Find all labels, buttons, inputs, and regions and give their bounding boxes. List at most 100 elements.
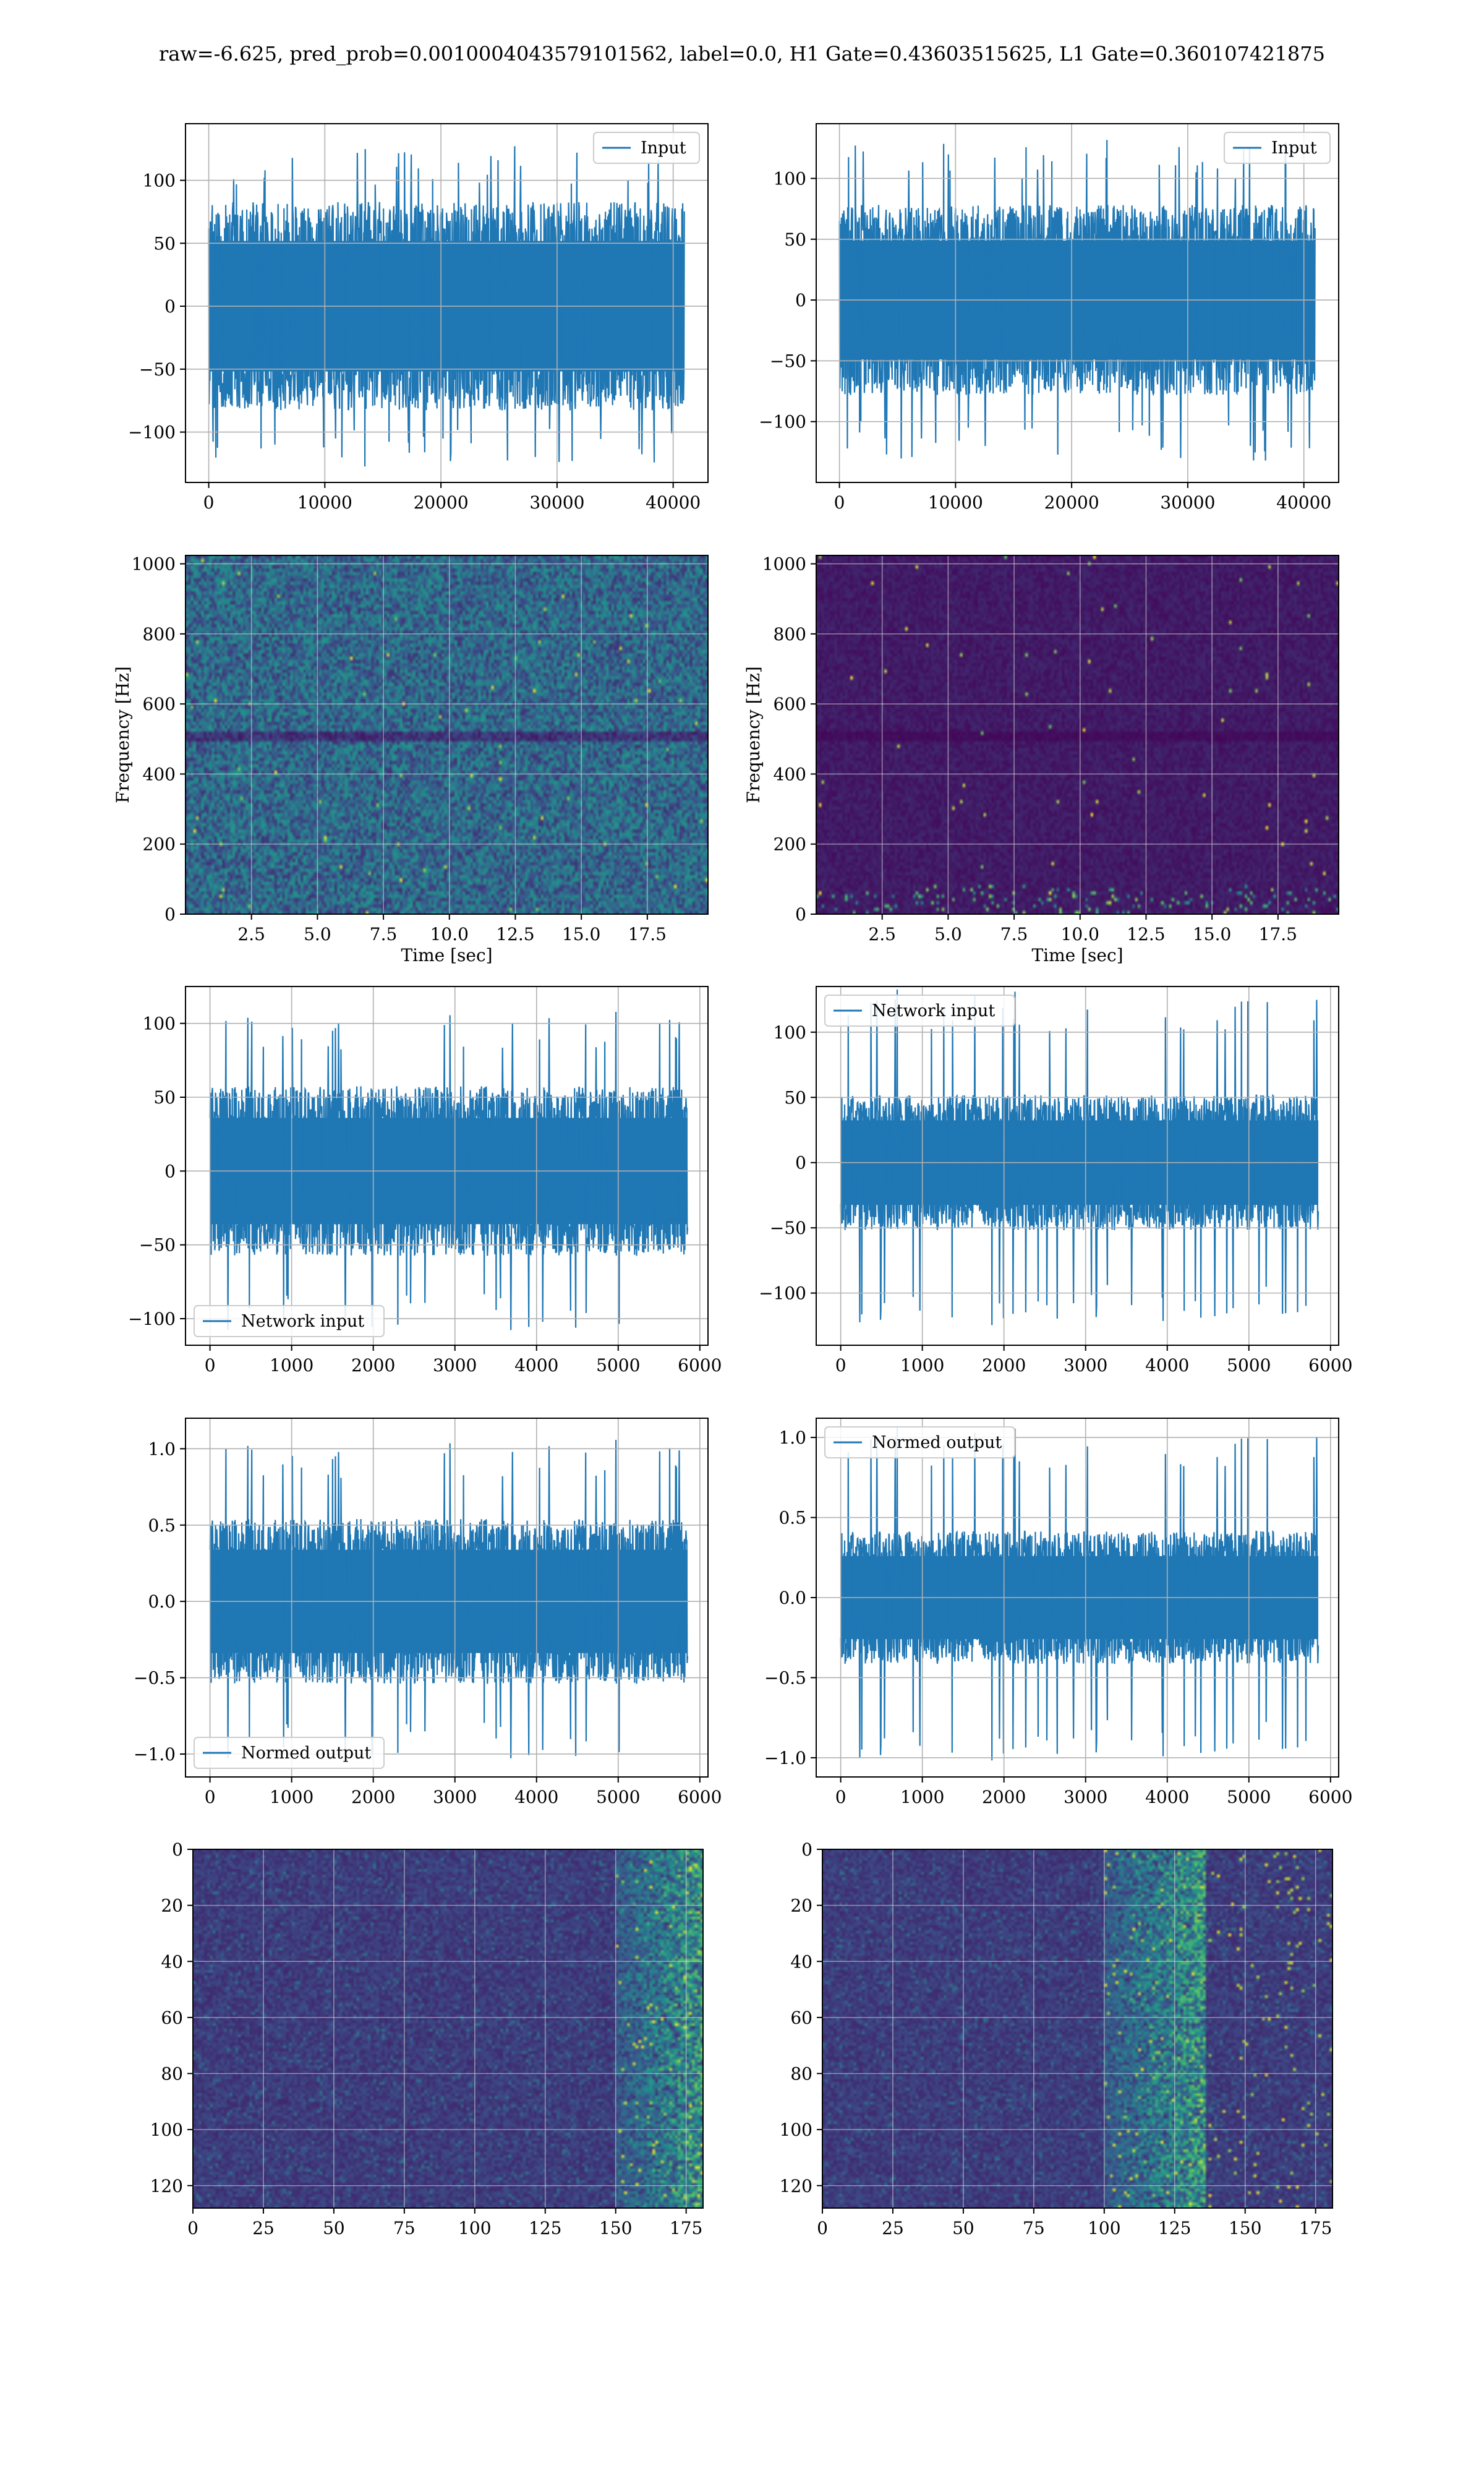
l1-spectrogram-xtick-label: 7.5 — [1000, 924, 1028, 944]
l1-input-ytick-label: −100 — [759, 412, 806, 432]
l1-normed-output-xtick-label: 6000 — [1308, 1787, 1352, 1807]
h1-feature-map-chart: 0 25 50 75 100 125 150 175 0 20 40 60 80 100 120 — [150, 1839, 704, 2238]
h1-normed-output-xtick-label: 0 — [205, 1787, 216, 1807]
l1-feature-map-ytick-label: 0 — [801, 1839, 812, 1860]
h1-network-input-ytick-label: 50 — [153, 1087, 176, 1108]
h1-normed-output-legend-label: Normed output — [241, 1744, 371, 1763]
l1-spectrogram-ylabel: Frequency [Hz] — [743, 666, 764, 803]
l1-spectrogram-xtick-label: 10.0 — [1061, 924, 1099, 944]
l1-network-input-series-line — [840, 989, 1320, 1325]
h1-feature-map-ytick-label: 40 — [161, 1951, 183, 1972]
l1-normed-output-legend-label: Normed output — [872, 1433, 1002, 1452]
h1-network-input-frame — [185, 986, 709, 1346]
h1-input-grid — [186, 124, 708, 482]
h1-feature-map-xtick-label: 0 — [187, 2218, 198, 2238]
h1-normed-output-chart: 0 1000 2000 3000 4000 5000 6000 −1.0 −0.5 0.0 0.5 1… — [134, 1418, 722, 1807]
h1-network-input-xtick-label: 6000 — [678, 1355, 722, 1376]
h1-network-input-legend: Network input — [194, 1305, 385, 1337]
l1-spectrogram-ytick-label: 600 — [774, 694, 806, 714]
l1-network-input-chart: 0 1000 2000 3000 4000 5000 6000 −100 −50 0 50 100 Ne… — [759, 986, 1352, 1376]
h1-spectrogram-chart: 2.5 5.0 7.5 10.0 12.5 15.0 17.5 0 200 400 600 800 10… — [113, 554, 709, 965]
l1-input-grid — [816, 124, 1339, 482]
h1-spectrogram-xtick-label: 5.0 — [304, 924, 331, 944]
l1-feature-map-xtick-label: 150 — [1229, 2218, 1261, 2238]
h1-input-ytick-label: 0 — [164, 296, 176, 317]
l1-spectrogram-xtick-label: 12.5 — [1127, 924, 1165, 944]
l1-input-frame — [816, 123, 1339, 483]
l1-feature-map-grid — [822, 1849, 1333, 2208]
l1-normed-output-ytick-label: −0.5 — [764, 1667, 806, 1688]
h1-normed-output-xtick-label: 6000 — [678, 1787, 722, 1807]
h1-input-xtick-label: 30000 — [529, 492, 584, 513]
h1-network-input-xtick-label: 3000 — [433, 1355, 477, 1376]
l1-normed-output-chart: 0 1000 2000 3000 4000 5000 6000 −1.0 −0.5 0.0 0.5 1… — [764, 1418, 1352, 1807]
h1-network-input-xtick-label: 2000 — [351, 1355, 395, 1376]
l1-normed-output-xtick-label: 2000 — [982, 1787, 1026, 1807]
l1-spectrogram-frame — [816, 555, 1339, 915]
h1-normed-output-frame — [185, 1418, 709, 1778]
h1-feature-map-xtick-label: 125 — [529, 2218, 561, 2238]
l1-normed-output-ytick-label: 0.5 — [778, 1508, 806, 1528]
l1-network-input-ytick-label: 0 — [795, 1153, 806, 1173]
l1-spectrogram-ytick-label: 200 — [774, 834, 806, 855]
l1-feature-map-chart: 0 25 50 75 100 125 150 175 0 20 40 60 80 100 120 — [780, 1839, 1333, 2238]
h1-network-input-xtick-label: 0 — [205, 1355, 216, 1376]
h1-network-input-chart: 0 1000 2000 3000 4000 5000 6000 −100 −50 0 50 100 Ne… — [128, 986, 722, 1376]
l1-normed-output-ytick-label: 1.0 — [778, 1427, 806, 1448]
l1-network-input-ytick-label: 100 — [774, 1022, 806, 1043]
l1-input-legend-label: Input — [1271, 139, 1317, 158]
h1-spectrogram-ytick-label: 400 — [143, 764, 176, 784]
h1-network-input-ytick-label: −100 — [128, 1309, 176, 1329]
h1-spectrogram-ylabel: Frequency [Hz] — [113, 666, 133, 803]
h1-feature-map-frame — [192, 1849, 704, 2209]
l1-input-xtick-label: 10000 — [928, 492, 983, 513]
h1-input-ytick-label: −50 — [139, 359, 176, 380]
l1-normed-output-ytick-label: 0.0 — [778, 1588, 806, 1608]
h1-input-xtick-label: 0 — [203, 492, 215, 513]
l1-network-input-ytick-label: 50 — [784, 1087, 806, 1108]
l1-network-input-xtick-label: 4000 — [1145, 1355, 1189, 1376]
l1-feature-map-ytick-label: 60 — [790, 2008, 812, 2028]
l1-spectrogram-heatmap-image — [816, 555, 1339, 914]
l1-normed-output-series-line — [840, 1426, 1320, 1761]
l1-network-input-grid — [816, 987, 1339, 1345]
h1-normed-output-xtick-label: 3000 — [433, 1787, 477, 1807]
h1-feature-map-xtick-label: 25 — [252, 2218, 275, 2238]
h1-input-series-line — [208, 146, 685, 467]
l1-feature-map-ytick-label: 100 — [780, 2120, 812, 2140]
h1-network-input-series-line — [209, 1011, 689, 1330]
h1-network-input-grid — [186, 987, 708, 1345]
h1-normed-output-grid — [186, 1418, 708, 1777]
l1-network-input-xtick-label: 2000 — [982, 1355, 1026, 1376]
h1-network-input-ytick-label: 0 — [164, 1161, 176, 1181]
l1-feature-map-xtick-label: 175 — [1299, 2218, 1332, 2238]
h1-spectrogram-xtick-label: 7.5 — [370, 924, 398, 944]
l1-normed-output-ytick-label: −1.0 — [764, 1748, 806, 1768]
h1-input-legend-label: Input — [641, 139, 686, 158]
h1-input-xtick-label: 20000 — [414, 492, 469, 513]
h1-feature-map-ytick-label: 100 — [150, 2120, 183, 2140]
l1-spectrogram-ytick-label: 0 — [795, 904, 806, 925]
h1-network-input-ytick-label: −50 — [139, 1235, 176, 1256]
h1-feature-map-heatmap-image — [193, 1849, 703, 2208]
l1-feature-map-ytick-label: 120 — [780, 2176, 812, 2196]
h1-normed-output-ytick-label: −0.5 — [134, 1668, 176, 1689]
h1-feature-map-ytick-label: 60 — [161, 2008, 183, 2028]
l1-normed-output-xtick-label: 1000 — [900, 1787, 944, 1807]
l1-spectrogram-chart: 2.5 5.0 7.5 10.0 12.5 15.0 17.5 0 200 400 600 800 10… — [743, 554, 1339, 965]
l1-feature-map-xtick-label: 50 — [952, 2218, 974, 2238]
l1-network-input-xtick-label: 3000 — [1064, 1355, 1107, 1376]
l1-spectrogram-xtick-label: 17.5 — [1259, 924, 1297, 944]
h1-input-legend: Input — [593, 132, 700, 164]
l1-input-ytick-label: 0 — [795, 290, 806, 310]
h1-network-input-ytick-label: 100 — [143, 1014, 176, 1034]
h1-feature-map-ytick-label: 120 — [150, 2176, 183, 2196]
l1-spectrogram-xtick-label: 5.0 — [934, 924, 962, 944]
l1-input-xtick-label: 40000 — [1276, 492, 1331, 513]
h1-spectrogram-xtick-label: 15.0 — [562, 924, 600, 944]
l1-feature-map-xtick-label: 0 — [817, 2218, 828, 2238]
l1-network-input-legend: Network input — [824, 995, 1015, 1027]
l1-feature-map-xtick-label: 125 — [1158, 2218, 1191, 2238]
figure-title: raw=-6.625, pred_prob=0.0010004043579101… — [159, 42, 1325, 66]
